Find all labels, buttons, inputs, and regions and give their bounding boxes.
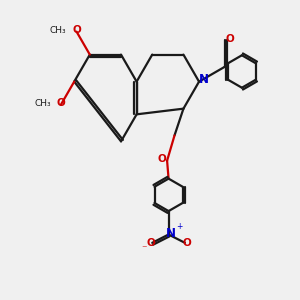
Text: N: N <box>166 226 176 239</box>
Text: N: N <box>199 73 208 86</box>
Text: O: O <box>158 154 166 164</box>
Text: O: O <box>226 34 234 44</box>
Text: O: O <box>72 26 81 35</box>
Text: O: O <box>182 238 191 248</box>
Text: ⁻: ⁻ <box>141 244 147 254</box>
Text: +: + <box>176 222 182 231</box>
Text: CH₃: CH₃ <box>50 26 66 35</box>
Text: CH₃: CH₃ <box>34 99 51 108</box>
Text: O: O <box>57 98 65 108</box>
Text: O: O <box>146 238 155 248</box>
